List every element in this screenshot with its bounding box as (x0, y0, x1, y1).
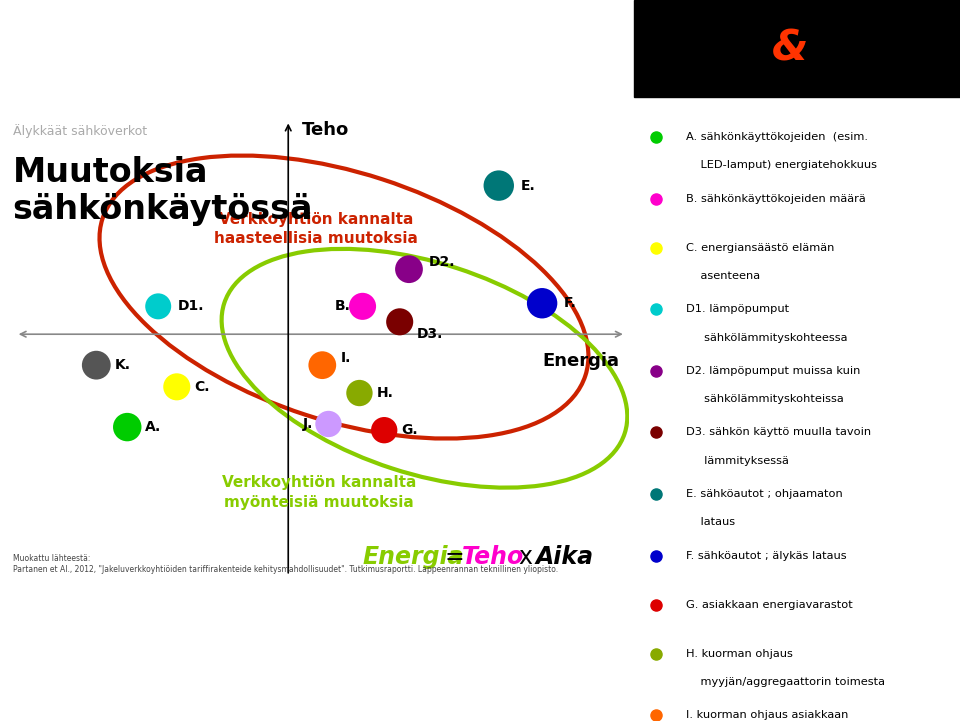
Text: D3. sähkön käyttö muulla tavoin: D3. sähkön käyttö muulla tavoin (685, 428, 871, 438)
Text: B. sähkönkäyttökojeiden määrä: B. sähkönkäyttökojeiden määrä (685, 194, 866, 203)
Text: Muokattu lähteestä:
Partanen et Al., 2012, "Jakeluverkkoyhtiöiden tariffirakente: Muokattu lähteestä: Partanen et Al., 201… (12, 554, 558, 575)
Point (151, 301, 166, 312)
Text: K.: K. (115, 358, 131, 372)
Point (169, 381, 184, 393)
Text: E. sähköautot ; ohjaamaton: E. sähköautot ; ohjaamaton (685, 489, 843, 499)
Text: lataus: lataus (685, 518, 735, 528)
Text: G. asiakkaan energiavarastot: G. asiakkaan energiavarastot (685, 600, 852, 610)
Text: myyjän/aggregaattorin toimesta: myyjän/aggregaattorin toimesta (685, 677, 885, 687)
Text: x: x (518, 545, 533, 569)
Text: C.: C. (194, 380, 209, 394)
Text: &: & (772, 27, 808, 70)
Text: Teho: Teho (301, 120, 349, 138)
Point (392, 316, 407, 327)
Point (355, 301, 371, 312)
Point (535, 298, 550, 309)
Point (492, 180, 507, 191)
Text: F. sähköautot ; älykäs lataus: F. sähköautot ; älykäs lataus (685, 551, 847, 561)
Point (315, 359, 330, 371)
Text: B.: B. (335, 299, 350, 314)
Text: Teho: Teho (462, 545, 524, 569)
Point (376, 425, 392, 436)
Text: A. sähkönkäyttökojeiden  (esim.: A. sähkönkäyttökojeiden (esim. (685, 132, 868, 142)
Text: Aika: Aika (536, 545, 594, 569)
Text: D2. lämpöpumput muissa kuin: D2. lämpöpumput muissa kuin (685, 366, 860, 376)
Text: asenteena: asenteena (685, 271, 760, 281)
Text: D3.: D3. (417, 327, 444, 341)
Text: D1. lämpöpumput: D1. lämpöpumput (685, 304, 789, 314)
Text: Verkkoyhtiön kannalta
haasteellisia muutoksia: Verkkoyhtiön kannalta haasteellisia muut… (214, 211, 418, 247)
Text: C. energiansäästö elämän: C. energiansäästö elämän (685, 243, 834, 252)
Text: Älykkäät sähköverkot: Älykkäät sähköverkot (12, 124, 147, 138)
Point (401, 263, 417, 275)
Text: D1.: D1. (178, 299, 204, 314)
Text: A.: A. (145, 420, 161, 434)
Text: J.: J. (302, 417, 313, 431)
Text: Energia: Energia (542, 352, 619, 370)
Text: Energia: Energia (363, 545, 465, 569)
Text: Muutoksia
sähkönkäytössä: Muutoksia sähkönkäytössä (12, 156, 313, 226)
Text: Verkkoyhtiön kannalta
myönteisiä muutoksia: Verkkoyhtiön kannalta myönteisiä muutoks… (222, 474, 417, 510)
Text: D2.: D2. (429, 255, 455, 269)
Point (120, 421, 135, 433)
Text: E.: E. (520, 179, 535, 193)
Text: F.: F. (564, 296, 577, 310)
Text: sähkölämmityskohteessa: sähkölämmityskohteessa (685, 332, 848, 342)
Text: G.: G. (401, 423, 419, 437)
Text: I. kuorman ohjaus asiakkaan: I. kuorman ohjaus asiakkaan (685, 710, 849, 720)
Text: I.: I. (341, 350, 351, 365)
Text: H. kuorman ohjaus: H. kuorman ohjaus (685, 649, 793, 659)
Text: sähkölämmityskohteissa: sähkölämmityskohteissa (685, 394, 844, 404)
Point (351, 387, 367, 399)
Point (88, 359, 104, 371)
Text: LED-lamput) energiatehokkuus: LED-lamput) energiatehokkuus (685, 161, 876, 170)
Text: H.: H. (376, 386, 394, 400)
Text: lämmityksessä: lämmityksessä (685, 456, 789, 466)
Point (321, 418, 336, 430)
Text: =: = (444, 545, 464, 569)
